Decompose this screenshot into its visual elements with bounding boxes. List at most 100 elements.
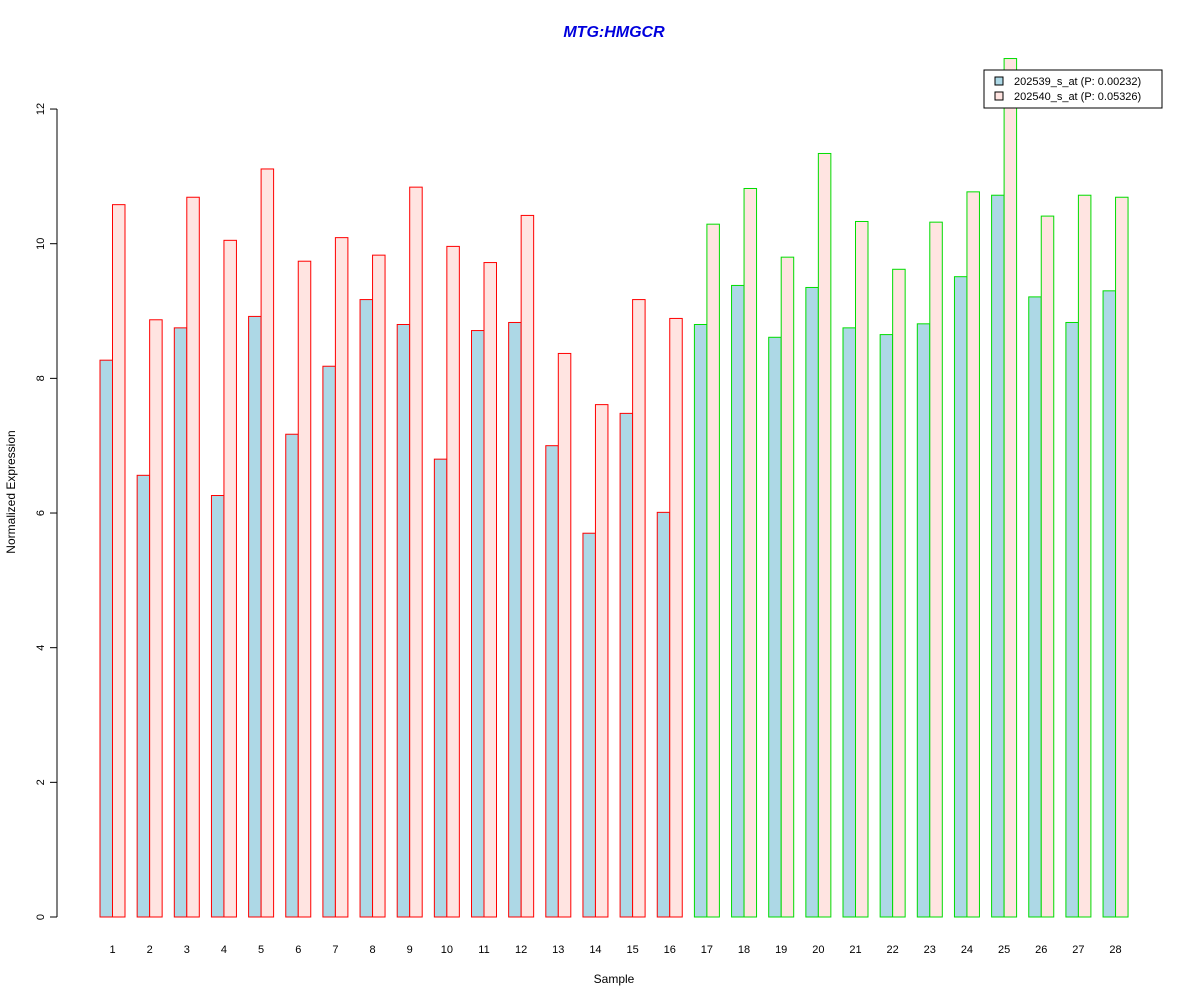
x-tick-label: 19: [775, 944, 787, 956]
bar-15-series-1: [619, 412, 634, 918]
x-tick-label: 15: [626, 944, 638, 956]
x-tick-label: 2: [147, 944, 153, 956]
bar-27-series-2: [1077, 194, 1092, 918]
x-tick-label: 28: [1109, 944, 1121, 956]
bar-20-series-2: [817, 152, 832, 918]
x-tick-label: 10: [441, 944, 453, 956]
y-tick-label: 0: [35, 914, 47, 920]
bar-10-series-2: [446, 245, 460, 918]
bar-16-series-2: [669, 317, 683, 918]
bar-25-series-2: [1003, 58, 1018, 918]
bar-19-series-2: [780, 256, 795, 918]
x-tick-label: 14: [589, 944, 601, 956]
x-tick-label: 13: [552, 944, 564, 956]
x-axis: 1 2 3 4 5 6 7 8 9 10 11 12 13 14 15 16 17 18 19 20 21 22 23 24 2…: [109, 944, 1121, 956]
y-tick-label: 8: [35, 375, 47, 381]
y-tick-label: 6: [35, 510, 47, 516]
bar-21-series-2: [855, 220, 869, 918]
bar-9-series-1: [396, 323, 411, 918]
bar-16-series-1: [656, 511, 671, 918]
x-tick-label: 16: [664, 944, 676, 956]
bar-8-series-1: [359, 299, 374, 918]
x-tick-label: 21: [849, 944, 861, 956]
legend-swatch-1: [994, 76, 1004, 86]
x-tick-label: 23: [924, 944, 936, 956]
bar-21-series-1: [842, 327, 856, 918]
bar-10-series-1: [433, 458, 448, 918]
bar-13-series-1: [545, 445, 559, 918]
bar-28-series-1: [1102, 290, 1117, 918]
bar-25-series-1: [991, 194, 1005, 918]
x-tick-label: 1: [109, 944, 115, 956]
x-tick-label: 27: [1072, 944, 1084, 956]
x-tick-label: 3: [184, 944, 190, 956]
bars-group: [99, 58, 1129, 918]
y-tick-label: 12: [35, 103, 47, 115]
bar-26-series-2: [1040, 215, 1055, 918]
bar-27-series-1: [1065, 321, 1079, 918]
bar-15-series-2: [632, 299, 646, 918]
legend-box: [983, 69, 1163, 109]
bar-19-series-1: [768, 336, 782, 918]
x-tick-label: 11: [478, 944, 489, 956]
x-axis-label: Sample: [594, 972, 635, 986]
y-tick-label: 10: [35, 238, 47, 250]
bar-14-series-1: [582, 532, 596, 918]
bar-22-series-2: [892, 268, 906, 918]
y-axis-label: Normalized Expression: [4, 430, 18, 553]
bar-23-series-1: [916, 323, 931, 918]
y-tick-label: 4: [35, 645, 47, 651]
bar-20-series-1: [805, 286, 819, 918]
bar-12-series-1: [508, 321, 522, 918]
bar-3-series-2: [186, 196, 200, 918]
bar-11-series-1: [471, 330, 485, 918]
bar-1-series-1: [99, 359, 113, 918]
y-tick-label: 2: [35, 779, 47, 785]
bar-17-series-1: [693, 323, 708, 918]
bar-18-series-2: [743, 187, 758, 918]
bar-24-series-1: [953, 276, 968, 918]
x-tick-label: 22: [887, 944, 899, 956]
bar-5-series-1: [248, 315, 262, 918]
x-tick-label: 26: [1035, 944, 1047, 956]
bar-23-series-2: [929, 221, 943, 918]
bar-5-series-2: [260, 168, 275, 918]
x-tick-label: 4: [221, 944, 227, 956]
bar-22-series-1: [879, 334, 894, 918]
legend-swatch-2: [994, 91, 1004, 101]
bar-6-series-1: [285, 433, 299, 918]
bar-4-series-2: [223, 239, 237, 918]
bar-24-series-2: [966, 191, 980, 918]
x-tick-label: 6: [295, 944, 301, 956]
x-tick-label: 25: [998, 944, 1010, 956]
bar-13-series-2: [557, 352, 572, 918]
bar-11-series-2: [483, 262, 497, 918]
x-tick-label: 8: [369, 944, 375, 956]
chart-title: MTG:HMGCR: [563, 24, 665, 41]
bar-1-series-2: [112, 204, 126, 918]
bar-2-series-1: [136, 474, 151, 918]
bar-2-series-2: [149, 319, 163, 918]
x-tick-label: 5: [258, 944, 264, 956]
legend-label-2: 202540_s_at (P: 0.05326): [1014, 91, 1141, 103]
bar-28-series-2: [1115, 196, 1129, 918]
bar-14-series-2: [594, 404, 609, 918]
legend-label-1: 202539_s_at (P: 0.00232): [1014, 76, 1141, 88]
bar-4-series-1: [210, 495, 225, 918]
x-tick-label: 18: [738, 944, 750, 956]
x-tick-label: 24: [961, 944, 973, 956]
bar-6-series-2: [297, 260, 312, 918]
bar-17-series-2: [706, 223, 720, 918]
bar-26-series-1: [1028, 296, 1042, 918]
bar-7-series-1: [322, 365, 336, 918]
bar-8-series-2: [372, 254, 386, 918]
bar-18-series-1: [731, 284, 745, 918]
legend: 202539_s_at (P: 0.00232) 202540_s_at (P: …: [983, 69, 1163, 109]
y-axis: 0 2 4 6 8 10 12: [35, 103, 58, 920]
x-tick-label: 17: [701, 944, 713, 956]
x-tick-label: 20: [812, 944, 824, 956]
x-tick-label: 12: [515, 944, 527, 956]
bar-7-series-2: [334, 237, 349, 918]
bar-9-series-2: [409, 186, 423, 918]
x-tick-label: 9: [407, 944, 413, 956]
